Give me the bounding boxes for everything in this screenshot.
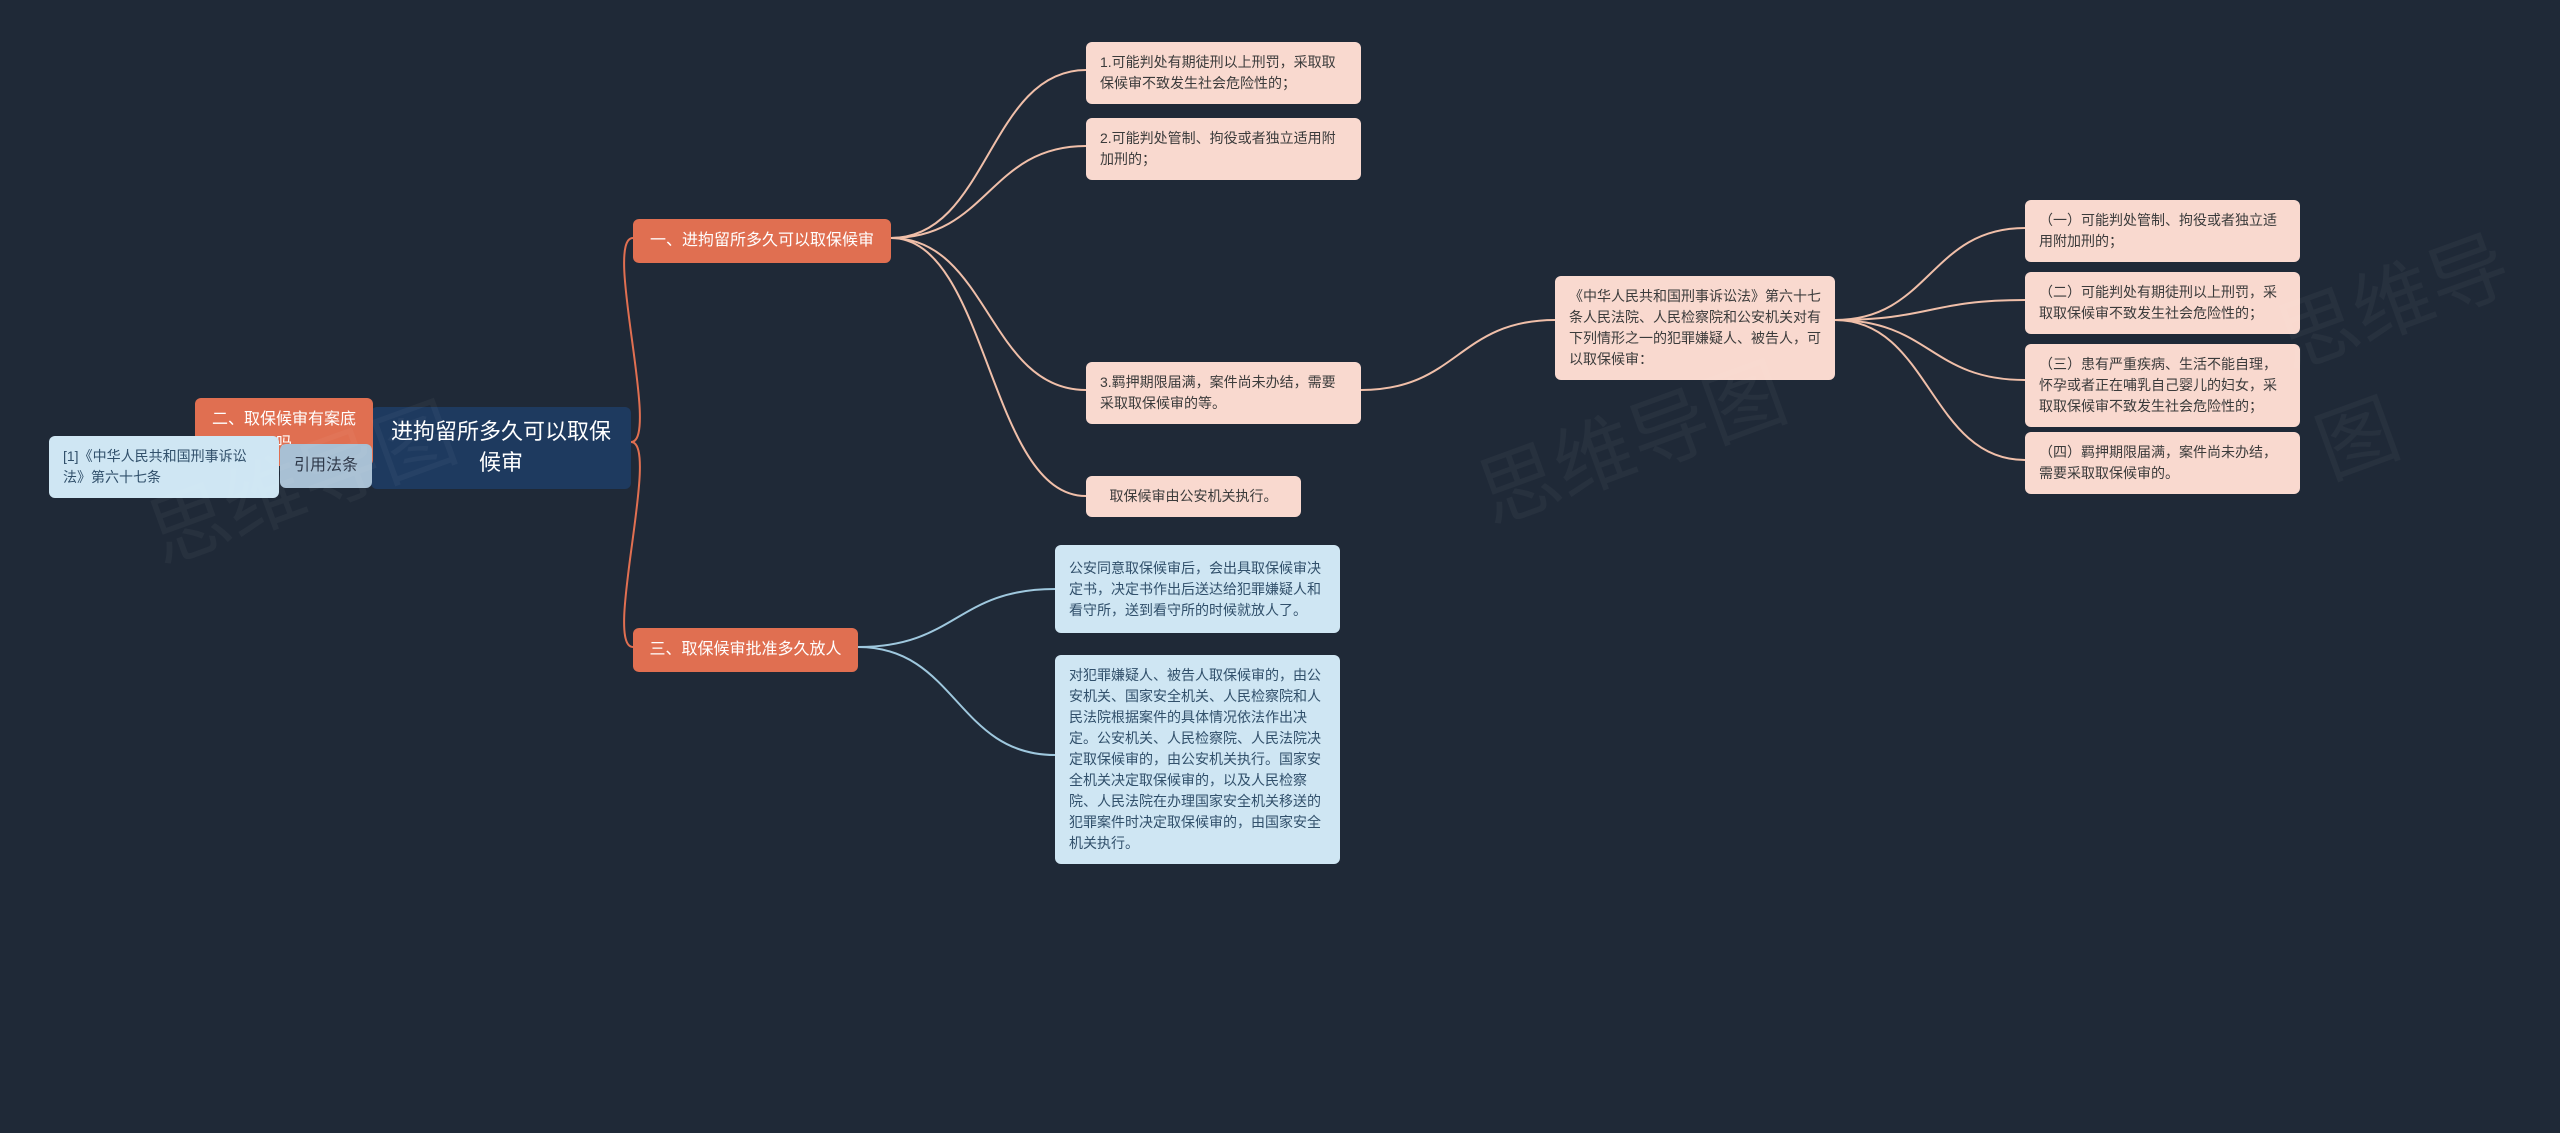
mindmap-node-n3[interactable]: 三、取保候审批准多久放人 <box>633 628 858 672</box>
mindmap-node-n1_3[interactable]: 3.羁押期限届满，案件尚未办结，需要采取取保候审的等。 <box>1086 362 1361 424</box>
mindmap-node-n3_2[interactable]: 对犯罪嫌疑人、被告人取保候审的，由公安机关、国家安全机关、人民检察院和人民法院根… <box>1055 655 1340 864</box>
connector <box>891 238 1086 496</box>
mindmap-node-law_4[interactable]: （四）羁押期限届满，案件尚未办结，需要采取取保候审的。 <box>2025 432 2300 494</box>
mindmap-node-n1_3_law[interactable]: 《中华人民共和国刑事诉讼法》第六十七条人民法院、人民检察院和公安机关对有下列情形… <box>1555 276 1835 380</box>
mindmap-node-n1[interactable]: 一、进拘留所多久可以取保候审 <box>633 219 891 263</box>
connector <box>1835 228 2025 320</box>
mindmap-node-n1_2[interactable]: 2.可能判处管制、拘役或者独立适用附加刑的； <box>1086 118 1361 180</box>
mindmap-node-law_1[interactable]: （一）可能判处管制、拘役或者独立适用附加刑的； <box>2025 200 2300 262</box>
connector <box>1835 320 2025 380</box>
mindmap-node-law_3[interactable]: （三）患有严重疾病、生活不能自理，怀孕或者正在哺乳自己婴儿的妇女，采取取保候审不… <box>2025 344 2300 427</box>
connector <box>1361 320 1555 390</box>
watermark: 思维导图 <box>2258 191 2560 501</box>
connector <box>858 647 1055 755</box>
connector <box>891 238 1086 390</box>
mindmap-node-law_2[interactable]: （二）可能判处有期徒刑以上刑罚，采取取保候审不致发生社会危险性的； <box>2025 272 2300 334</box>
connector <box>891 70 1086 238</box>
mindmap-node-n_ref_leaf[interactable]: [1]《中华人民共和国刑事诉讼法》第六十七条 <box>49 436 279 498</box>
mindmap-node-n_ref[interactable]: 引用法条 <box>280 444 372 488</box>
mindmap-node-n3_1[interactable]: 公安同意取保候审后，会出具取保候审决定书，决定书作出后送达给犯罪嫌疑人和看守所，… <box>1055 545 1340 633</box>
mindmap-node-root[interactable]: 进拘留所多久可以取保候审 <box>371 407 631 489</box>
connector <box>858 589 1055 647</box>
mindmap-node-n1_4[interactable]: 取保候审由公安机关执行。 <box>1086 476 1301 517</box>
connector <box>891 146 1086 238</box>
connector <box>1835 320 2025 460</box>
mindmap-node-n1_1[interactable]: 1.可能判处有期徒刑以上刑罚，采取取保候审不致发生社会危险性的； <box>1086 42 1361 104</box>
connector <box>1835 300 2025 320</box>
